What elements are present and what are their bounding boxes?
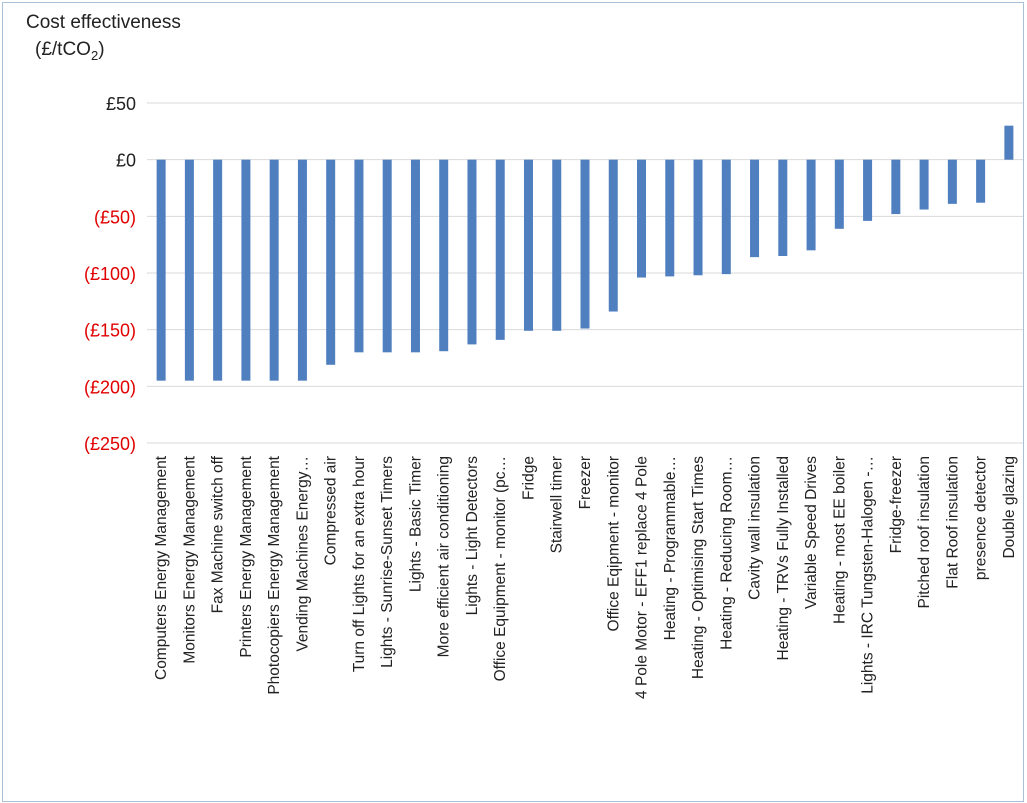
category-label: Compressed air — [323, 456, 340, 565]
category-label: Turn off Lights for an extra hour — [351, 456, 368, 672]
category-label: Lights - Light Detectors — [464, 456, 481, 616]
y-tick-label: (£200) — [84, 377, 136, 397]
bar — [523, 159, 533, 331]
bar — [750, 159, 760, 258]
category-label: Variable Speed Drives — [803, 456, 820, 609]
category-label: Double glazing — [1001, 456, 1018, 559]
y-tick-label: (£250) — [84, 434, 136, 454]
y-axis-title: Cost effectiveness — [26, 12, 181, 33]
bar — [806, 159, 816, 251]
bar — [439, 159, 449, 352]
y-axis-label: Cost effectiveness (£/tCO2) — [26, 12, 181, 63]
bar — [721, 159, 731, 275]
y-tick-label: (£50) — [94, 207, 136, 227]
category-label: Fax Machine switch off — [210, 455, 227, 613]
bar — [382, 159, 392, 353]
bar — [241, 159, 251, 381]
bar — [580, 159, 590, 329]
category-label: Vending Machines Energy… — [294, 456, 311, 652]
category-label: Fridge-freezer — [888, 456, 905, 553]
bar — [269, 159, 279, 381]
category-label: Lights - Sunrise-Sunset Timers — [379, 456, 396, 668]
y-tick-label: (£100) — [84, 264, 136, 284]
bar — [608, 159, 618, 312]
category-label: Monitors Energy Management — [181, 455, 198, 663]
bar — [326, 159, 336, 365]
bar — [778, 159, 788, 256]
bars — [156, 125, 1014, 381]
category-label: Office Equipment - monitor (pc… — [492, 456, 509, 681]
category-label: Flat Roof insulation — [944, 456, 961, 589]
category-label: Lights - Basic Timer — [407, 456, 424, 592]
bar — [863, 159, 873, 221]
bar — [467, 159, 477, 345]
category-label: Fridge — [520, 456, 537, 500]
category-label: Office Eqipment - monitor — [605, 456, 622, 631]
cost-effectiveness-chart: Cost effectiveness (£/tCO2) £50 £0 (£50) (£… — [26, 12, 1023, 699]
category-label: Printers Energy Management — [238, 455, 255, 657]
y-tick-label: £50 — [106, 94, 136, 114]
bar — [354, 159, 364, 353]
category-label: Heating - most EE boiler — [831, 456, 848, 624]
category-label: Freezer — [577, 456, 594, 509]
category-label: Computers Energy Management — [153, 455, 170, 680]
bar — [1004, 125, 1014, 160]
y-axis-unit: (£/tCO2) — [35, 39, 105, 63]
category-label: presence detector — [973, 456, 990, 580]
category-label: Lights - IRC Tungsten-Halogen -… — [860, 456, 877, 694]
category-label: More efficient air conditioning — [436, 456, 453, 657]
bar — [495, 159, 505, 340]
y-tick-labels: £50 £0 (£50) (£100) (£150) (£200) (£250) — [84, 94, 136, 454]
category-label: Pitched roof insulation — [916, 456, 933, 609]
category-labels: Computers Energy Management Monitors Ener… — [153, 455, 1018, 699]
bar — [665, 159, 675, 277]
category-label: Photocopiers Energy Management — [266, 455, 283, 694]
bar — [834, 159, 844, 229]
bar — [637, 159, 647, 278]
bar — [297, 159, 307, 381]
bar — [184, 159, 194, 381]
bar — [891, 159, 901, 215]
category-label: Heating - Optimising Start Times — [690, 456, 707, 679]
y-tick-label: (£150) — [84, 321, 136, 341]
bar — [919, 159, 929, 210]
bar — [156, 159, 166, 381]
category-label: Heating - Programmable… — [662, 456, 679, 640]
category-label: Heating - TRVs Fully Installed — [775, 456, 792, 660]
category-label: Stairwell timer — [549, 456, 566, 553]
bar — [693, 159, 703, 276]
bar — [213, 159, 223, 381]
bar — [976, 159, 986, 203]
category-label: Heating - Reducing Room… — [718, 456, 735, 650]
y-tick-label: £0 — [116, 151, 136, 171]
bar — [947, 159, 957, 204]
category-label: Cavity wall insulation — [747, 456, 764, 600]
bar — [552, 159, 562, 331]
category-label: 4 Pole Motor - EFF1 replace 4 Pole — [634, 456, 651, 699]
bar — [410, 159, 420, 353]
